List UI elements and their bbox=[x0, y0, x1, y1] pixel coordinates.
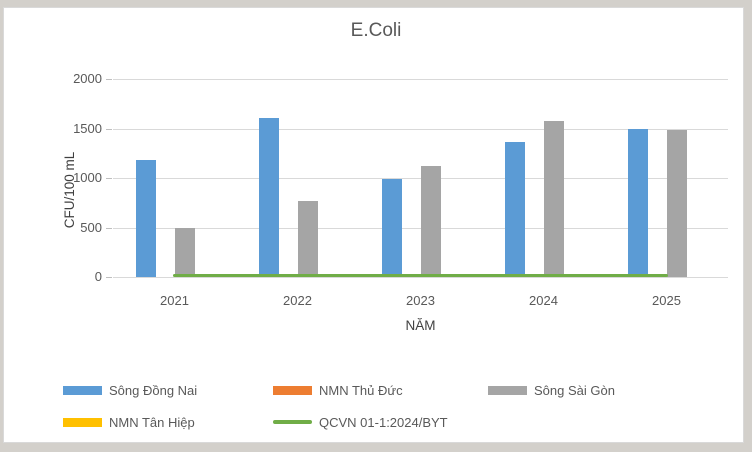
x-tick-label-2022: 2022 bbox=[283, 293, 312, 308]
x-tick-label-2023: 2023 bbox=[406, 293, 435, 308]
x-axis-title: NĂM bbox=[405, 318, 436, 333]
legend-swatch-bar bbox=[273, 385, 312, 395]
legend-item-Sông Sài Gòn[interactable]: Sông Sài Gòn bbox=[488, 382, 615, 398]
y-tick-label-0: 0 bbox=[94, 269, 102, 284]
gridline-2000 bbox=[113, 79, 728, 80]
y-axis-tick bbox=[106, 178, 112, 179]
gridline-500 bbox=[113, 227, 728, 229]
bar-Sông Sài Gòn-2022[interactable] bbox=[298, 200, 319, 277]
bar-Sông Đồng Nai-2022[interactable] bbox=[258, 117, 279, 277]
y-axis-tick bbox=[106, 128, 112, 130]
legend-label: Sông Sài Gòn bbox=[534, 382, 615, 398]
bar-Sông Sài Gòn-2025[interactable] bbox=[667, 129, 688, 277]
y-tick-label-500: 500 bbox=[80, 219, 102, 235]
y-tick-label-1500: 1500 bbox=[73, 120, 102, 136]
bar-Sông Sài Gòn-2021[interactable] bbox=[175, 227, 196, 277]
legend-swatch-bar bbox=[63, 417, 102, 427]
legend-swatch-bar bbox=[63, 385, 102, 395]
y-tick-label-1000: 1000 bbox=[73, 170, 102, 185]
legend-item-NMN Tân Hiệp[interactable]: NMN Tân Hiệp bbox=[63, 414, 195, 430]
gridline-0 bbox=[113, 277, 728, 278]
y-axis-tick bbox=[106, 227, 112, 229]
bar-Sông Đồng Nai-2021[interactable] bbox=[135, 160, 156, 277]
legend-item-NMN Thủ Đức[interactable]: NMN Thủ Đức bbox=[273, 382, 403, 398]
legend-swatch-line bbox=[273, 420, 312, 424]
gridline-1000 bbox=[113, 178, 728, 179]
bar-Sông Đồng Nai-2023[interactable] bbox=[381, 179, 402, 277]
x-tick-label-2024: 2024 bbox=[529, 293, 558, 308]
legend-label: NMN Thủ Đức bbox=[319, 382, 403, 398]
plot-area[interactable] bbox=[113, 79, 728, 278]
y-axis-tick bbox=[106, 277, 112, 278]
gridline-1500 bbox=[113, 128, 728, 130]
legend-label: NMN Tân Hiệp bbox=[109, 414, 195, 430]
x-tick-label-2025: 2025 bbox=[652, 293, 681, 308]
legend-label: Sông Đồng Nai bbox=[109, 382, 198, 398]
legend-label: QCVN 01-1:2024/BYT bbox=[319, 414, 448, 430]
legend-item-QCVN 01-1:2024/BYT[interactable]: QCVN 01-1:2024/BYT bbox=[273, 414, 448, 430]
legend-swatch-bar bbox=[488, 385, 527, 395]
bar-Sông Đồng Nai-2024[interactable] bbox=[504, 142, 525, 277]
y-axis-tick bbox=[106, 79, 112, 80]
legend-item-Sông Đồng Nai[interactable]: Sông Đồng Nai bbox=[63, 382, 198, 398]
y-tick-label-2000: 2000 bbox=[73, 71, 102, 86]
x-tick-label-2021: 2021 bbox=[160, 293, 189, 308]
bar-Sông Đồng Nai-2025[interactable] bbox=[627, 128, 648, 277]
bar-Sông Sài Gòn-2023[interactable] bbox=[421, 166, 442, 277]
bar-Sông Sài Gòn-2024[interactable] bbox=[544, 120, 565, 277]
chart-title[interactable]: E.Coli bbox=[350, 20, 402, 41]
